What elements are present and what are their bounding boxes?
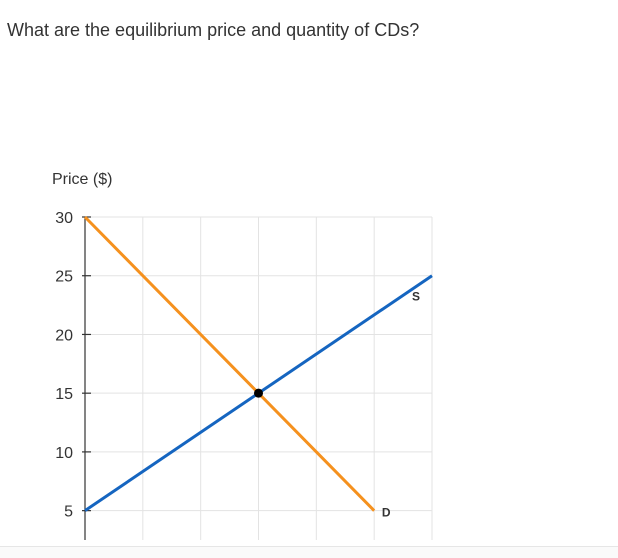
- grid-lines: [85, 216, 433, 540]
- supply-label: S: [412, 290, 420, 304]
- y-tick-label: 30: [55, 210, 73, 227]
- series-labels: SD: [382, 290, 420, 520]
- demand-line: [83, 215, 376, 512]
- y-tick-label: 15: [55, 386, 73, 403]
- y-axis: 30 25 20 15 10 5: [55, 210, 91, 540]
- y-tick-label: 20: [55, 327, 73, 344]
- divider: [0, 546, 618, 547]
- y-tick-label: 5: [64, 504, 73, 521]
- series-lines: [83, 215, 433, 512]
- question-text: What are the equilibrium price and quant…: [7, 20, 420, 40]
- equilibrium-point: [254, 388, 263, 398]
- demand-label: D: [382, 506, 391, 520]
- y-tick-label: 25: [55, 269, 73, 286]
- y-tick-label: 10: [55, 445, 73, 462]
- y-axis-label: Price ($): [52, 171, 113, 188]
- footer-band: [0, 547, 618, 558]
